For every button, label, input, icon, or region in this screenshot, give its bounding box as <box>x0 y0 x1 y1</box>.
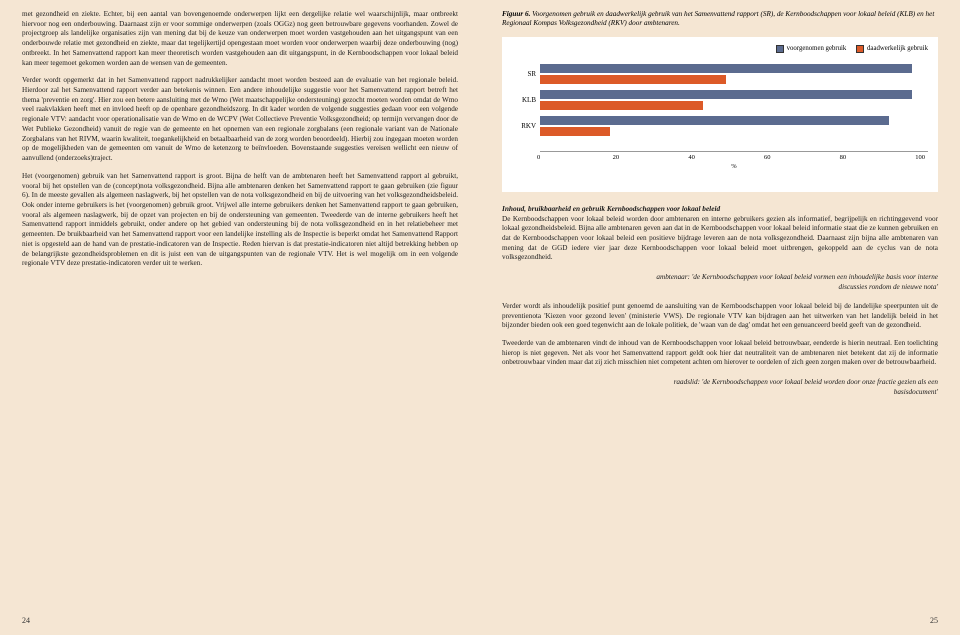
legend-label-b: daadwerkelijk gebruik <box>867 45 928 52</box>
chart-x-label: % <box>540 163 928 170</box>
axis-tick: 40 <box>688 154 764 161</box>
section-heading: Inhoud, bruikbaarheid en gebruik Kernboo… <box>502 204 938 214</box>
page-number-right: 25 <box>930 616 938 625</box>
chart-legend: voorgenomen gebruik daadwerkelijk gebrui… <box>512 45 928 55</box>
bar-row: SR <box>512 61 928 87</box>
page-number-left: 24 <box>22 616 30 625</box>
paragraph: Verder wordt opgemerkt dat in het Samenv… <box>22 76 458 163</box>
bar-row: RKV <box>512 113 928 139</box>
paragraph: Verder wordt als inhoudelijk positief pu… <box>502 302 938 331</box>
bar-category-label: SR <box>512 70 540 78</box>
legend-item-b: daadwerkelijk gebruik <box>856 45 928 53</box>
bar-planned <box>540 116 889 125</box>
left-column-text: met gezondheid en ziekte. Echter, bij ee… <box>22 10 458 269</box>
figure-text: Voorgenomen gebruik en daadwerkelijk geb… <box>502 10 934 27</box>
bar-planned <box>540 90 912 99</box>
bar-chart: voorgenomen gebruik daadwerkelijk gebrui… <box>502 37 938 192</box>
pull-quote: ambtenaar: 'de Kernboodschappen voor lok… <box>642 273 938 292</box>
bar-actual <box>540 101 703 110</box>
axis-tick: 20 <box>613 154 689 161</box>
chart-x-axis: 020406080100 <box>540 151 928 161</box>
paragraph: Tweederde van de ambtenaren vindt de inh… <box>502 339 938 368</box>
pull-quote: raadslid: 'de Kernboodschappen voor loka… <box>642 378 938 397</box>
bar-actual <box>540 75 726 84</box>
figure-number: Figuur 6. <box>502 10 530 18</box>
page-right: Figuur 6. Voorgenomen gebruik en daadwer… <box>480 0 960 635</box>
bar-actual <box>540 127 610 136</box>
bar-category-label: RKV <box>512 122 540 130</box>
axis-tick: 100 <box>915 154 925 161</box>
legend-label-a: voorgenomen gebruik <box>787 45 847 52</box>
right-column-text: Inhoud, bruikbaarheid en gebruik Kernboo… <box>502 204 938 397</box>
legend-swatch-a <box>776 45 784 53</box>
bar-category-label: KLB <box>512 96 540 104</box>
axis-tick: 0 <box>537 154 613 161</box>
bar-track <box>540 116 928 136</box>
paragraph: De Kernboodschappen voor lokaal beleid w… <box>502 215 938 264</box>
bar-row: KLB <box>512 87 928 113</box>
paragraph: met gezondheid en ziekte. Echter, bij ee… <box>22 10 458 68</box>
bar-planned <box>540 64 912 73</box>
legend-item-a: voorgenomen gebruik <box>776 45 847 53</box>
chart-bars: SR KLB RKV <box>512 61 928 151</box>
legend-swatch-b <box>856 45 864 53</box>
paragraph: Het (voorgenomen) gebruik van het Samenv… <box>22 172 458 269</box>
page-left: met gezondheid en ziekte. Echter, bij ee… <box>0 0 480 635</box>
bar-track <box>540 90 928 110</box>
bar-track <box>540 64 928 84</box>
axis-tick: 60 <box>764 154 840 161</box>
axis-tick: 80 <box>840 154 916 161</box>
figure-caption: Figuur 6. Voorgenomen gebruik en daadwer… <box>502 10 938 29</box>
